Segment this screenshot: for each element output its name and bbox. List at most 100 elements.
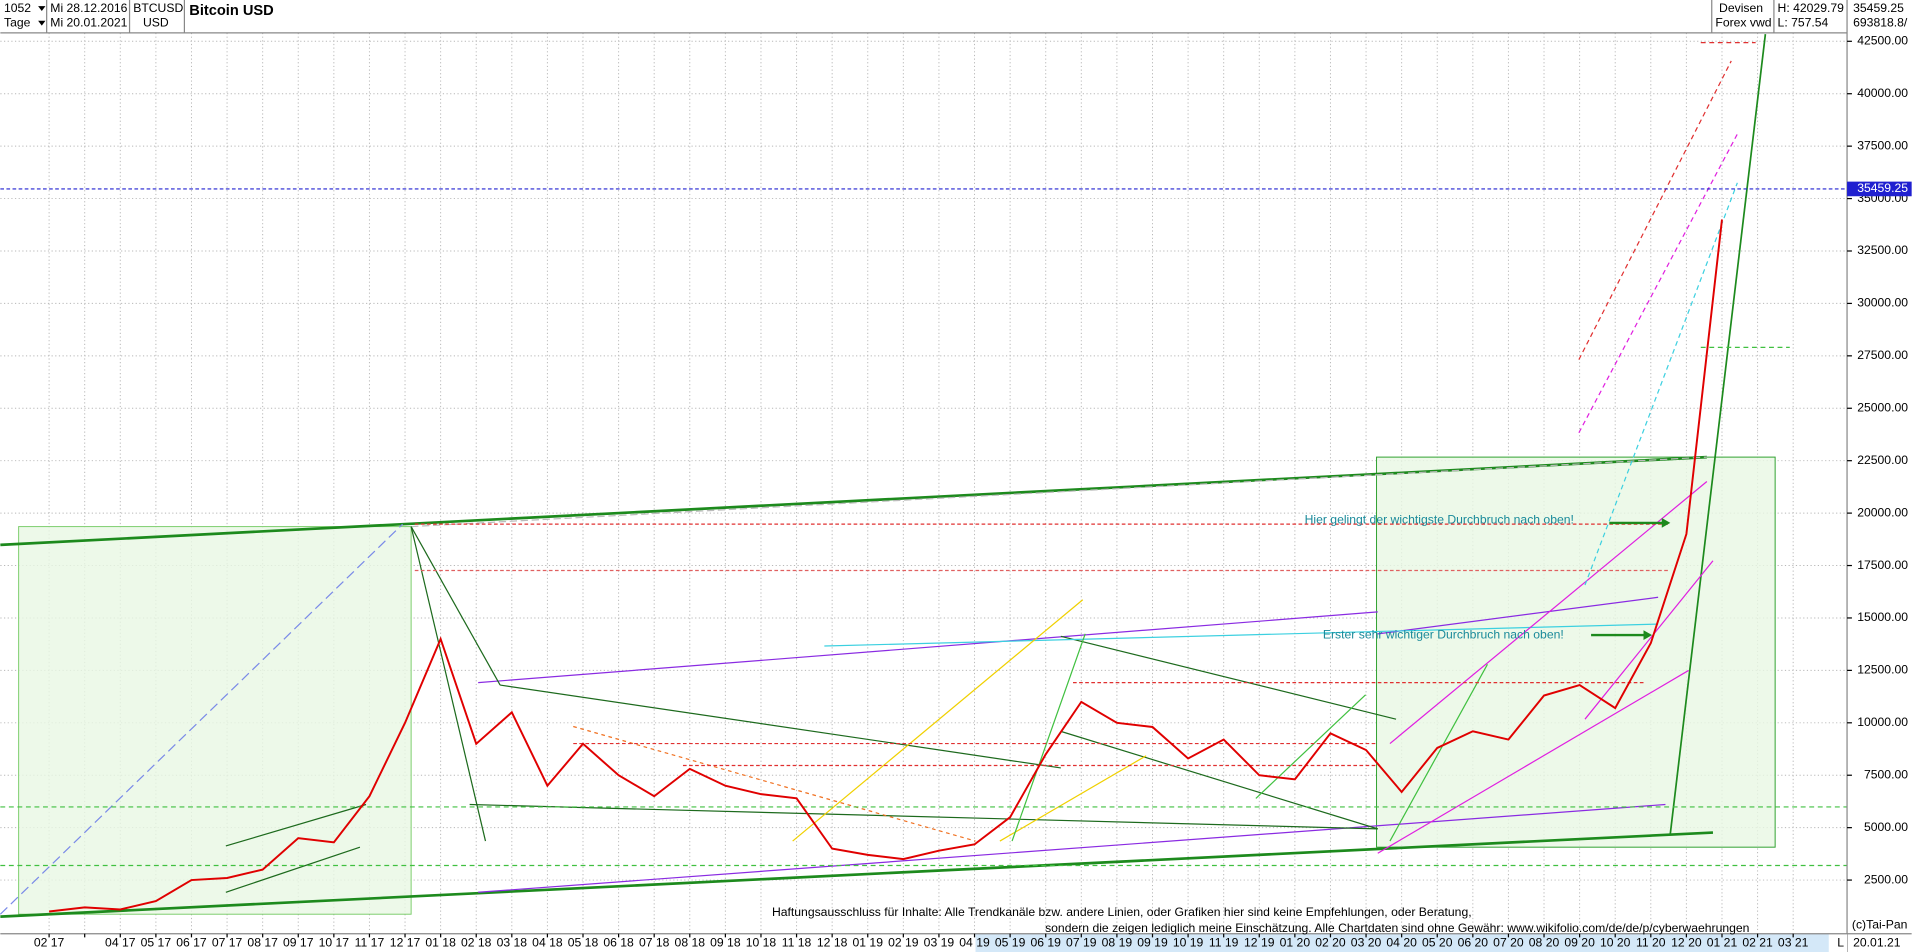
trendline [1377,669,1689,854]
arrow-head [1661,518,1671,528]
trendline [0,831,1714,918]
x-tick-label: 02 17 [34,936,65,950]
y-tick-label: 25000.00 [1857,400,1908,414]
y-tick-label: 15000.00 [1857,610,1908,624]
x-tick-label: 07 17 [212,936,243,950]
zone [1376,456,1776,848]
y-tick-label: 32500.00 [1857,243,1908,257]
trendline [999,755,1147,842]
header-count: 1052 [4,1,31,15]
y-tick-label: 17500.00 [1857,558,1908,572]
x-tick-label: 08 20 [1529,936,1560,950]
zone [18,526,412,915]
price-line [48,219,1723,913]
x-tick-label: 04 20 [1386,936,1417,950]
date-label: 20.01.21 [1853,936,1901,950]
y-tick-label: 10000.00 [1857,715,1908,729]
y-tick-label: 7500.00 [1864,767,1908,781]
x-tick-label: 12 19 [1244,936,1275,950]
trendline [0,523,404,915]
x-tick-label: 12 20 [1671,936,1702,950]
header-currency: USD [143,15,169,29]
trendline [478,611,1378,684]
x-tick-label: 01 19 [853,936,884,950]
trendline [1060,635,1397,720]
x-tick-label: 10 19 [1173,936,1204,950]
x-tick-label: 03 18 [497,936,528,950]
header-volume: 693818.8/ [1853,15,1908,29]
trendline [1255,694,1366,799]
trendline [1389,481,1708,745]
x-tick-label: 02 19 [888,936,919,950]
trendline [500,684,1061,769]
trendline [0,455,1707,547]
header-from: Mi 28.12.2016 [50,1,127,15]
y-tick-label: 30000.00 [1857,296,1908,310]
x-tick-label: 08 19 [1102,936,1133,950]
x-tick-label: 06 17 [176,936,207,950]
x-tick-label: 10 18 [746,936,777,950]
y-tick-label: 37500.00 [1857,138,1908,152]
x-tick-label: 11 17 [355,936,385,950]
scale-mode: L [1837,936,1844,950]
trendline [1060,730,1378,830]
x-tick-label: 05 18 [568,936,599,950]
trendline [410,526,501,686]
x-tick-label: 06 19 [1030,936,1061,950]
trendline [225,803,367,847]
x-tick-label: 04 19 [959,936,990,950]
x-tick-label: 02 18 [461,936,492,950]
x-tick-label: 05 19 [995,936,1026,950]
copyright: (c)Tai-Pan [1852,917,1907,931]
y-tick-label: 5000.00 [1864,820,1908,834]
trendline [1584,182,1738,586]
x-tick-label: 12 18 [817,936,848,950]
header-last: 35459.25 [1853,1,1904,15]
trendline [1389,664,1488,842]
trendline [1578,133,1738,434]
header-name: Bitcoin USD [189,3,273,19]
trendline [225,846,361,893]
trendline [824,623,1659,647]
dropdown-icon[interactable] [38,20,46,26]
dropdown-icon[interactable] [38,6,46,11]
x-tick-label: 12 17 [390,936,421,950]
y-tick-label: 27500.00 [1857,348,1908,362]
header-low: L: 757.54 [1778,15,1829,29]
plot [0,188,1848,913]
trendline [1578,60,1732,360]
disclaimer: sondern die zeigen lediglich meine Einsc… [1045,921,1749,935]
x-tick-label: 01 21 [1707,936,1738,950]
x-tick-label: 03 20 [1351,936,1382,950]
x-tick-label: 05 17 [141,936,172,950]
trendline [1377,596,1659,635]
header-period: Tage [4,15,31,29]
x-tick-label: 06 18 [603,936,634,950]
x-tick-label: 10 17 [319,936,350,950]
y-tick-label: 40000.00 [1857,86,1908,100]
x-tick-label: 11 19 [1209,936,1239,950]
x-tick-label: 09 20 [1564,936,1595,950]
x-tick-label: 07 18 [639,936,670,950]
x-tick-label: 02 20 [1315,936,1346,950]
trendline [410,526,487,842]
x-tick-label: 05 20 [1422,936,1453,950]
x-tick-label: 06 20 [1458,936,1489,950]
x-tick-label: 08 17 [247,936,278,950]
header-symbol: BTCUSD [133,1,183,15]
annotation: Erster sehr wichtiger Durchbruch nach ob… [1323,627,1564,641]
y-tick-label: 2500.00 [1864,872,1908,886]
x-tick-label: 10 20 [1600,936,1631,950]
x-tick-label: 11 20 [1636,936,1666,950]
x-tick-label: 09 18 [710,936,741,950]
x-tick-label: 11 18 [782,936,812,950]
trendline [1584,560,1714,720]
x-tick-label: 09 19 [1137,936,1168,950]
y-tick-label: 22500.00 [1857,453,1908,467]
y-tick-label: 12500.00 [1857,663,1908,677]
last-price-label: 35459.25 [1857,181,1908,195]
trendline [469,803,1378,830]
x-tick-label: 01 20 [1280,936,1311,950]
x-tick-label: 04 17 [105,936,136,950]
